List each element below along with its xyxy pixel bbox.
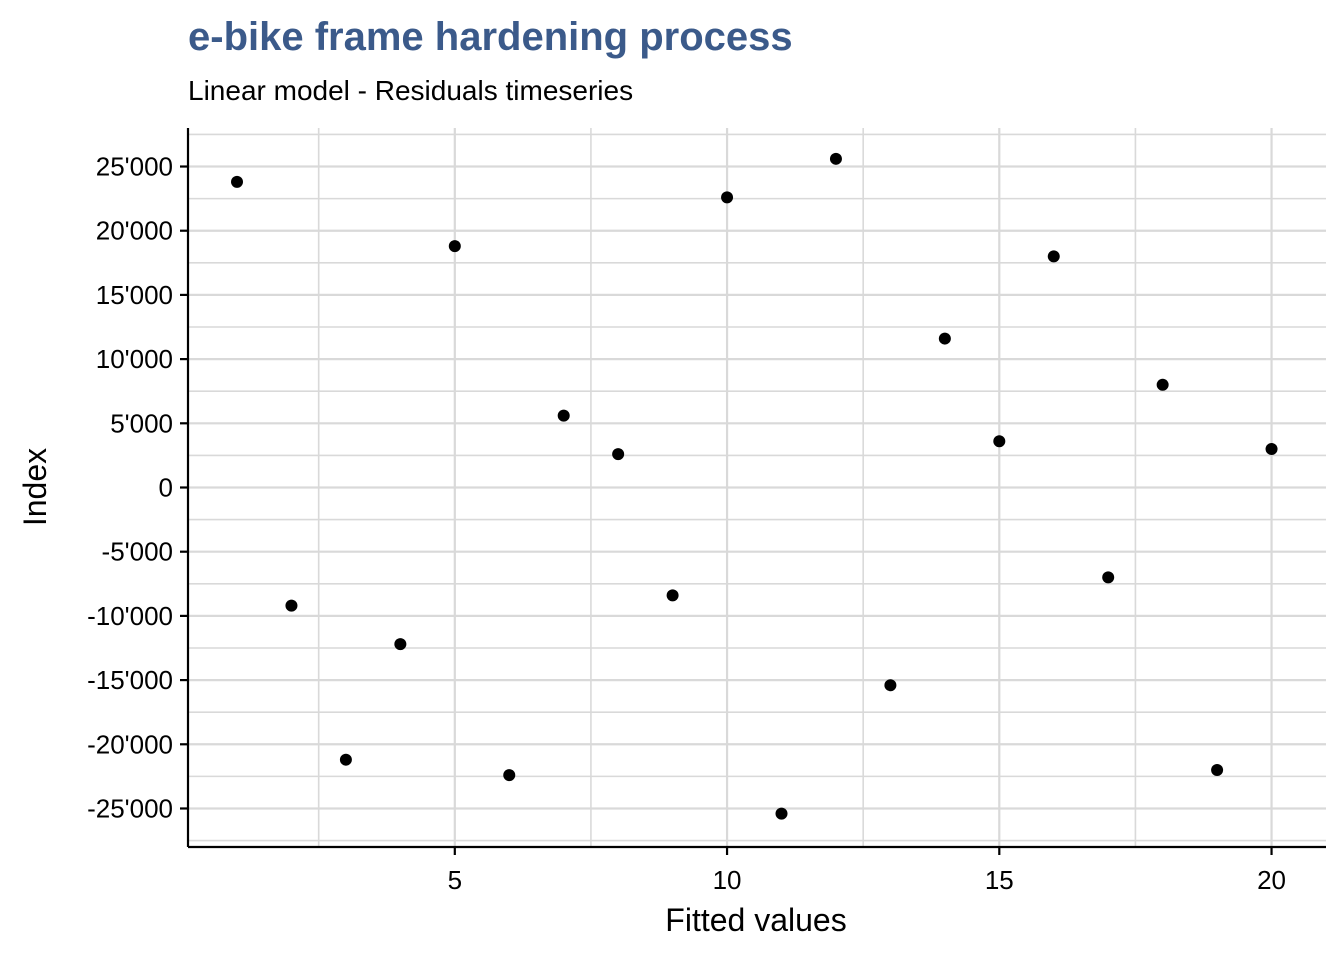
data-points (231, 152, 1278, 820)
y-axis-ticks: -25'000 -20'000 -15'000 -10'000 -5'000 0 5'000… (87, 152, 188, 823)
y-tick-label: -5'000 (102, 537, 173, 567)
data-point (1265, 442, 1278, 455)
chart-title: e-bike frame hardening process (188, 15, 793, 59)
grid-lines (188, 128, 1326, 847)
data-point (938, 332, 951, 345)
y-tick-label: -20'000 (87, 729, 173, 759)
data-point (1211, 763, 1224, 776)
y-tick-label: 10'000 (96, 344, 173, 374)
y-tick-label: 20'000 (96, 216, 173, 246)
data-point (1156, 378, 1169, 391)
data-point (448, 240, 461, 253)
data-point (557, 409, 570, 422)
x-tick-label: 20 (1257, 865, 1286, 895)
y-tick-label: 0 (159, 473, 173, 503)
data-point (1102, 571, 1115, 584)
x-axis-ticks: 5 10 15 20 (448, 847, 1286, 895)
x-tick-label: 10 (713, 865, 742, 895)
data-point (1047, 250, 1060, 263)
y-tick-label: -25'000 (87, 793, 173, 823)
y-tick-label: 25'000 (96, 152, 173, 182)
data-point (666, 589, 679, 602)
x-tick-label: 15 (985, 865, 1014, 895)
data-point (993, 435, 1006, 448)
data-point (339, 753, 352, 766)
x-axis-title: Fitted values (665, 902, 846, 938)
data-point (884, 679, 897, 692)
y-tick-label: -15'000 (87, 665, 173, 695)
data-point (285, 599, 298, 612)
y-tick-label: 5'000 (110, 408, 173, 438)
data-point (612, 448, 625, 461)
data-point (829, 152, 842, 165)
y-tick-label: 15'000 (96, 280, 173, 310)
y-tick-label: -10'000 (87, 601, 173, 631)
x-tick-label: 5 (448, 865, 462, 895)
data-point (775, 807, 788, 820)
data-point (394, 638, 407, 651)
chart-subtitle: Linear model - Residuals timeseries (188, 75, 633, 106)
data-point (503, 769, 516, 782)
data-point (231, 175, 244, 188)
data-point (721, 191, 734, 204)
y-axis-title: Index (17, 448, 53, 526)
